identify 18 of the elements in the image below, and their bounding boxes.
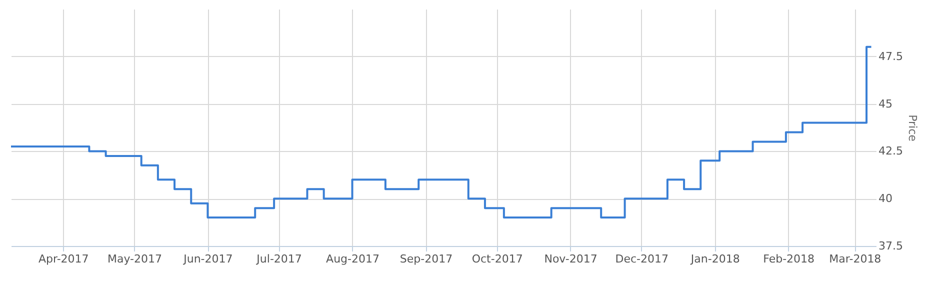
x-tick-label: Mar-2018	[829, 252, 882, 266]
x-tick-label: Feb-2018	[763, 252, 815, 266]
y-tick-label: 45	[878, 97, 892, 110]
y-tick-label: 47.5	[878, 50, 903, 63]
x-tick-label: Jul-2017	[256, 252, 302, 266]
x-tick-label: Sep-2017	[400, 252, 453, 266]
x-tick-label: Nov-2017	[544, 252, 598, 266]
x-tick-label: Apr-2017	[38, 252, 89, 266]
x-tick-label: Aug-2017	[326, 252, 380, 266]
y-tick-label: 42.5	[878, 144, 903, 158]
x-tick-label: Oct-2017	[472, 252, 523, 266]
x-tick-label: Jan-2018	[690, 252, 740, 266]
y-tick-label: 40	[878, 192, 892, 206]
x-tick-label: May-2017	[107, 252, 162, 266]
y-tick-label: 37.5	[878, 240, 903, 252]
x-tick-label: Jun-2017	[182, 252, 233, 266]
x-tick-label: Dec-2017	[615, 252, 669, 266]
y-axis-title: Price	[906, 114, 919, 142]
